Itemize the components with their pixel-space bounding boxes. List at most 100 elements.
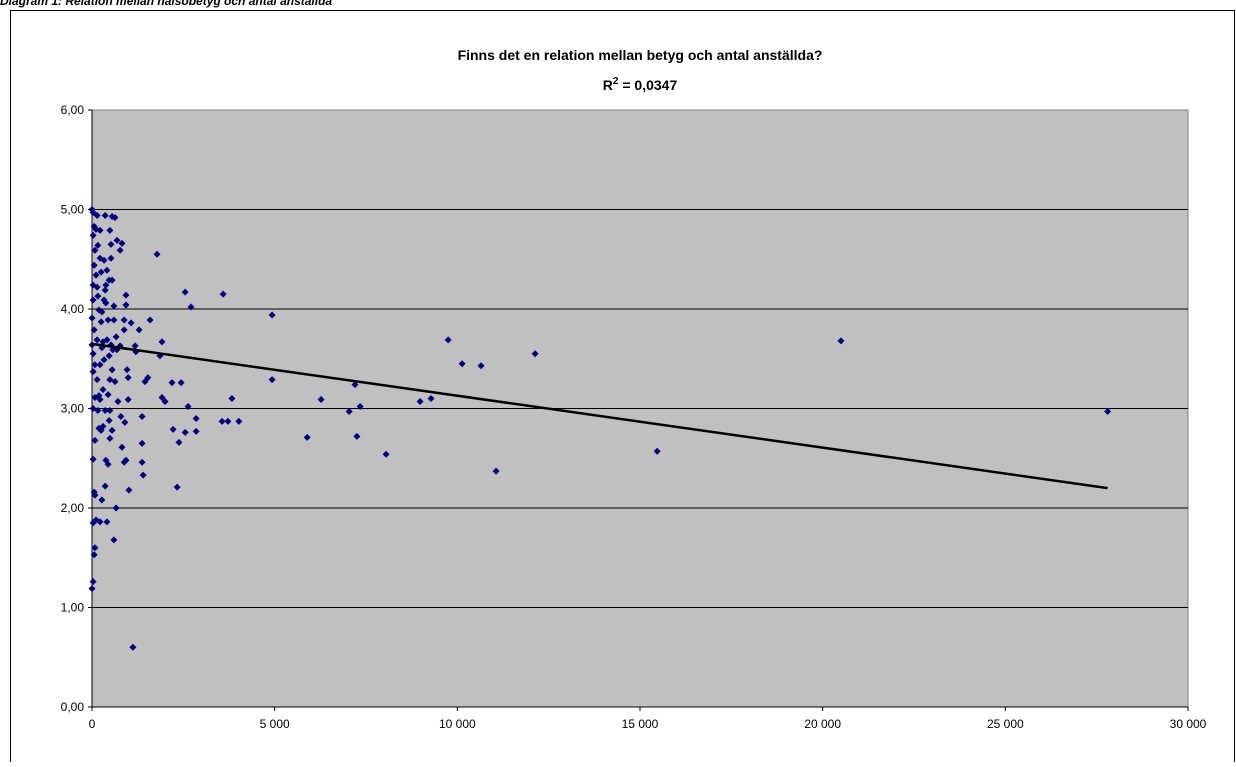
r-base: R xyxy=(603,77,613,93)
point xyxy=(187,303,195,311)
point xyxy=(104,391,112,399)
point xyxy=(105,416,113,424)
y-tick-label: 3,00 xyxy=(61,402,85,416)
point xyxy=(653,447,661,455)
point xyxy=(122,301,130,309)
point xyxy=(268,376,276,384)
point xyxy=(184,403,192,411)
point xyxy=(94,241,102,249)
point xyxy=(102,456,110,464)
point xyxy=(89,296,97,304)
point xyxy=(92,271,100,279)
x-tick-label: 30 000 xyxy=(1170,717,1207,731)
point xyxy=(181,428,189,436)
point xyxy=(135,326,143,334)
point xyxy=(99,386,107,394)
point xyxy=(101,482,109,490)
point xyxy=(146,316,154,324)
point xyxy=(91,246,99,254)
point xyxy=(317,396,325,404)
point xyxy=(108,426,116,434)
point xyxy=(106,434,114,442)
point xyxy=(492,467,500,475)
point xyxy=(356,403,364,411)
point xyxy=(103,266,111,274)
point xyxy=(427,395,435,403)
point xyxy=(158,394,166,402)
point xyxy=(219,290,227,298)
point xyxy=(120,326,128,334)
point xyxy=(91,544,99,552)
caption: Diagram 1: Relation mellan hälsobetyg oc… xyxy=(0,0,332,8)
point xyxy=(531,350,539,358)
point xyxy=(90,222,98,230)
point xyxy=(112,333,120,341)
point xyxy=(192,427,200,435)
point xyxy=(120,458,128,466)
point xyxy=(173,483,181,491)
point xyxy=(96,254,104,262)
x-tick-label: 15 000 xyxy=(622,717,659,731)
point xyxy=(107,254,115,262)
point xyxy=(112,504,120,512)
point xyxy=(108,366,116,374)
point xyxy=(93,336,101,344)
point xyxy=(416,398,424,406)
point xyxy=(122,291,130,299)
point xyxy=(90,488,98,496)
point xyxy=(89,405,97,412)
point xyxy=(90,326,98,334)
point xyxy=(106,406,114,414)
point xyxy=(96,396,104,404)
point xyxy=(138,458,146,466)
r-squared: R2 = 0,0347 xyxy=(603,76,678,93)
point xyxy=(228,395,236,403)
point xyxy=(89,578,97,586)
point xyxy=(158,338,166,346)
point xyxy=(131,342,139,350)
y-tick-label: 6,00 xyxy=(61,103,85,117)
point xyxy=(175,438,183,446)
point xyxy=(113,236,121,244)
point xyxy=(102,281,110,289)
point xyxy=(303,433,311,441)
point xyxy=(91,436,99,444)
point xyxy=(88,314,96,322)
point xyxy=(125,486,133,494)
point xyxy=(141,378,149,386)
point xyxy=(91,361,99,369)
point xyxy=(120,316,128,324)
r-rest: = 0,0347 xyxy=(618,77,677,93)
point xyxy=(89,208,97,216)
point xyxy=(106,226,114,234)
point xyxy=(98,496,106,504)
point xyxy=(181,288,189,296)
point xyxy=(96,361,104,369)
point xyxy=(177,379,185,387)
x-tick-label: 20 000 xyxy=(804,717,841,731)
point xyxy=(100,356,108,364)
point xyxy=(93,283,101,291)
point xyxy=(129,643,137,651)
point xyxy=(88,585,96,593)
point xyxy=(95,306,103,314)
point xyxy=(89,455,97,463)
point xyxy=(101,211,109,219)
point xyxy=(100,296,108,304)
point xyxy=(106,376,114,384)
point xyxy=(116,246,124,254)
point xyxy=(90,261,98,269)
point xyxy=(169,425,177,433)
point xyxy=(353,432,361,440)
point xyxy=(103,518,111,526)
point xyxy=(224,417,232,425)
point xyxy=(458,360,466,368)
point xyxy=(235,417,243,425)
point xyxy=(218,417,226,425)
point xyxy=(268,311,276,319)
point xyxy=(97,426,105,434)
point xyxy=(90,551,98,559)
x-tick-label: 10 000 xyxy=(439,717,476,731)
point xyxy=(351,381,359,389)
point xyxy=(477,362,485,370)
